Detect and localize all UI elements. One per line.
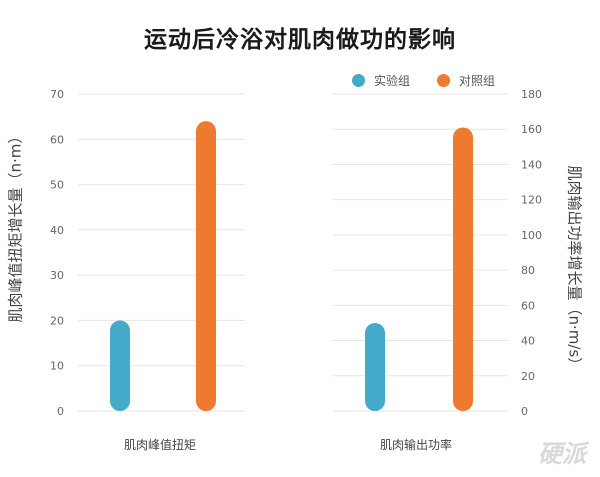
y-tick-label: 10 [50,360,64,373]
y-tick-label: 80 [521,264,535,277]
y-tick-label: 40 [521,335,535,348]
legend-label-experimental: 实验组 [374,74,411,88]
y-tick-label: 40 [50,224,64,237]
legend-label-control: 对照组 [459,74,496,88]
y-tick-label: 0 [521,405,528,418]
y-tick-label: 50 [50,179,64,192]
bar-experimental-torque [110,320,130,411]
y-tick-label: 70 [50,88,64,101]
legend-swatch-control [437,74,450,87]
bar-control-power [453,127,473,411]
y-tick-label: 120 [521,194,542,207]
x-category-label-right: 肌肉输出功率 [379,438,452,452]
y-tick-label: 160 [521,123,542,136]
y-tick-label: 20 [50,314,64,327]
y-tick-label: 30 [50,269,64,282]
y-tick-label: 60 [521,299,535,312]
y-tick-label: 60 [50,133,64,146]
bar-control-torque [196,121,216,412]
legend-item-control: 对照组 [437,72,495,89]
watermark-logo: 硬派 [538,440,586,468]
chart-title: 运动后冷浴对肌肉做功的影响 [144,27,456,53]
y-tick-label: 0 [57,405,64,418]
legend-item-experimental: 实验组 [352,72,410,89]
x-category-label-left: 肌肉峰值扭矩 [123,438,196,452]
y-tick-label: 180 [521,88,542,101]
legend-swatch-experimental [352,74,365,87]
y-tick-label: 140 [521,158,542,171]
y-tick-label: 100 [521,229,542,242]
y-tick-label: 20 [521,370,535,383]
bar-experimental-power [365,322,385,411]
